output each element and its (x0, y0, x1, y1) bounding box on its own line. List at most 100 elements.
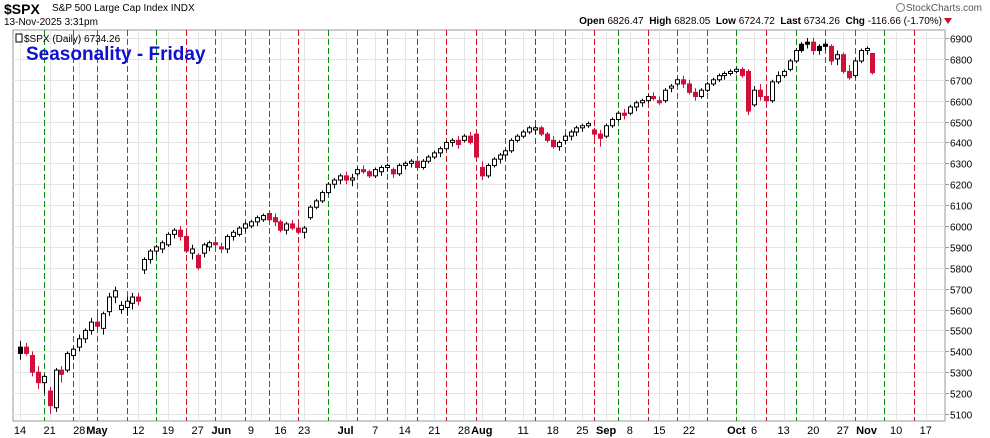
candle-up (190, 248, 195, 254)
x-tick-label: 28 (458, 425, 470, 437)
x-tick-label: 20 (807, 425, 819, 437)
x-tick-label: 27 (837, 425, 849, 437)
x-tick-label: 16 (274, 425, 286, 437)
y-tick-label: 6000 (950, 223, 973, 234)
candle-up (237, 227, 242, 235)
down-arrow-icon (944, 18, 952, 24)
candle-up (432, 152, 437, 158)
candle-down (847, 70, 852, 79)
candle-down (870, 52, 875, 74)
exchange: INDX (170, 3, 195, 14)
x-tick-label: 8 (627, 425, 633, 437)
x-tick-label: 22 (683, 425, 695, 437)
x-tick-label: Oct (727, 425, 746, 437)
candle-up (705, 83, 710, 91)
candle-up (148, 250, 153, 260)
candle-down (296, 227, 301, 233)
y-tick-label: 6300 (950, 160, 973, 171)
candle-up (586, 123, 591, 127)
candle-down (456, 139, 461, 146)
candle-up (65, 352, 70, 371)
x-tick-label: 17 (920, 425, 932, 437)
candle-up (752, 89, 757, 106)
candle-up (308, 206, 313, 219)
candle-up (172, 229, 177, 235)
candle-up (823, 43, 828, 47)
x-tick-label: Nov (856, 425, 878, 437)
high-value: 6828.05 (674, 16, 711, 27)
candle-down (622, 112, 627, 116)
candle-up (207, 242, 212, 248)
candle-up (42, 375, 47, 384)
x-tick-label: 11 (517, 425, 528, 437)
candle-down (480, 167, 485, 177)
candle-up (492, 158, 497, 166)
candle-up (628, 106, 633, 114)
candle-up (669, 85, 674, 89)
candle-up (77, 338, 82, 348)
copyright-icon (895, 3, 905, 12)
candle-down (367, 171, 372, 177)
last-label: Last (780, 16, 801, 27)
high-label: High (649, 16, 672, 27)
candle-down (764, 95, 769, 102)
x-tick-label: 14 (14, 425, 26, 437)
x-tick-label: 21 (43, 425, 55, 437)
candle-down (267, 212, 272, 221)
candle-up (604, 125, 609, 137)
y-tick-label: 5800 (950, 265, 973, 276)
candle-up (776, 75, 781, 83)
candle-up (722, 73, 727, 77)
candle-up (610, 118, 615, 127)
x-tick-label: 25 (576, 425, 588, 437)
candle-up (711, 79, 716, 85)
x-tick-label: 18 (547, 425, 559, 437)
x-tick-label: 10 (890, 425, 902, 437)
candle-down (290, 223, 295, 229)
candle-up (225, 235, 230, 250)
candle-up (859, 50, 864, 62)
candle-up (646, 95, 651, 102)
candle-up (794, 50, 799, 62)
candle-up (580, 125, 585, 129)
candle-up (634, 102, 639, 108)
candle-up (421, 160, 426, 169)
candle-down (219, 246, 224, 250)
plot-area (12, 29, 946, 422)
candle-up (865, 47, 870, 52)
candle-up (503, 150, 508, 156)
symbol: $SPX (4, 1, 40, 17)
candle-down (273, 217, 278, 223)
candle-up (788, 60, 793, 70)
candle-up (249, 221, 254, 227)
candle-down (811, 41, 816, 52)
chart-title: Seasonality - Friday (26, 44, 206, 65)
candle-up (498, 154, 503, 160)
ohlc-readout: Open 6826.47 High 6828.05 Low 6724.72 La… (579, 16, 942, 27)
candle-up (125, 300, 130, 308)
candle-up (640, 100, 645, 104)
candle-up (355, 169, 360, 175)
candle-up (113, 290, 118, 298)
candle-down (758, 89, 763, 97)
candle-down (545, 133, 550, 141)
candle-up (782, 70, 787, 77)
y-tick-label: 6900 (950, 35, 973, 46)
candle-up (569, 131, 574, 137)
x-tick-label: 7 (372, 425, 378, 437)
candle-up (444, 141, 449, 150)
candle-up (71, 348, 76, 357)
candle-up (119, 304, 124, 311)
candle-down (657, 100, 662, 104)
candle-down (598, 133, 603, 139)
candle-up (853, 60, 858, 77)
candle-down (361, 169, 366, 173)
x-tick-label: Aug (471, 425, 492, 437)
candle-up (54, 369, 59, 409)
candle-up (462, 135, 467, 141)
brand: StockCharts.com (895, 3, 982, 14)
candle-up (18, 346, 23, 354)
candle-up (409, 160, 414, 164)
candle-down (178, 229, 183, 237)
